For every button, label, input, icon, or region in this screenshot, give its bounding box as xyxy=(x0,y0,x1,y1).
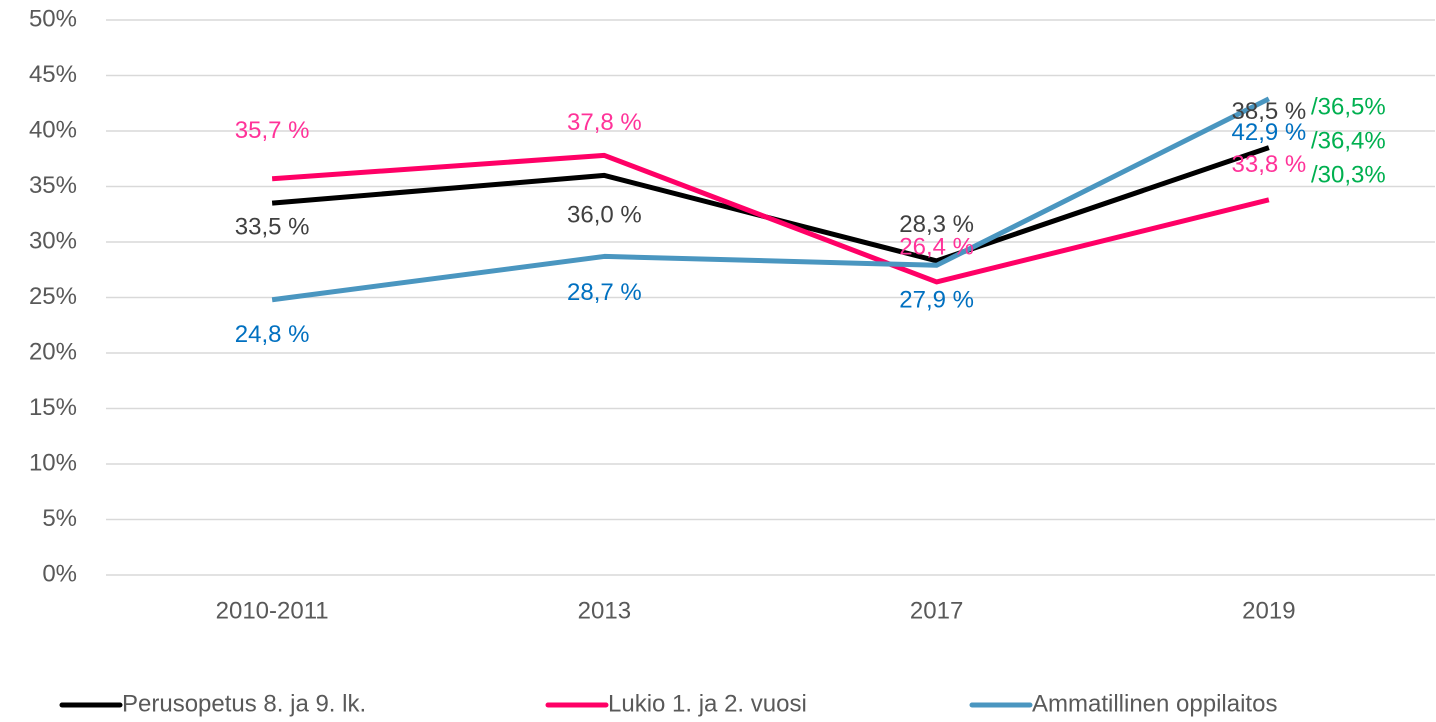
series-line xyxy=(271,152,1270,285)
data-label: 33,8 % xyxy=(1232,151,1307,178)
y-tick-label: 0% xyxy=(42,560,77,587)
data-label: 27,9 % xyxy=(899,287,974,314)
x-tick-label: 2017 xyxy=(910,597,963,624)
y-tick-label: 15% xyxy=(29,394,77,421)
y-tick-label: 35% xyxy=(29,172,77,199)
y-tick-label: 5% xyxy=(42,505,77,532)
data-label: 37,8 % xyxy=(567,109,642,136)
x-tick-label: 2013 xyxy=(578,597,631,624)
annotation: /30,3% xyxy=(1311,161,1386,188)
y-tick-label: 40% xyxy=(29,116,77,143)
data-label: 42,9 % xyxy=(1232,119,1307,146)
y-tick-label: 30% xyxy=(29,227,77,254)
data-label: 26,4 % xyxy=(899,233,974,260)
legend-label: Ammatillinen oppilaitos xyxy=(1032,690,1277,717)
series-line xyxy=(271,145,1270,264)
data-label: 33,5 % xyxy=(235,213,310,240)
data-label: 36,0 % xyxy=(567,202,642,229)
data-label: 28,7 % xyxy=(567,279,642,306)
annotation: /36,4% xyxy=(1311,127,1386,154)
annotation: /36,5% xyxy=(1311,93,1386,120)
data-label: 35,7 % xyxy=(235,117,310,144)
data-label: 38,5 % xyxy=(1232,98,1307,125)
legend-label: Perusopetus 8. ja 9. lk. xyxy=(122,690,366,717)
series-line xyxy=(271,96,1271,303)
legend-label: Lukio 1. ja 2. vuosi xyxy=(608,690,807,717)
data-label: 28,3 % xyxy=(899,211,974,238)
data-label: 24,8 % xyxy=(235,321,310,348)
y-tick-label: 20% xyxy=(29,338,77,365)
y-tick-label: 10% xyxy=(29,449,77,476)
y-tick-label: 25% xyxy=(29,283,77,310)
x-tick-label: 2019 xyxy=(1242,597,1295,624)
x-tick-label: 2010-2011 xyxy=(216,597,329,624)
y-tick-label: 50% xyxy=(29,5,77,32)
y-tick-label: 45% xyxy=(29,61,77,88)
